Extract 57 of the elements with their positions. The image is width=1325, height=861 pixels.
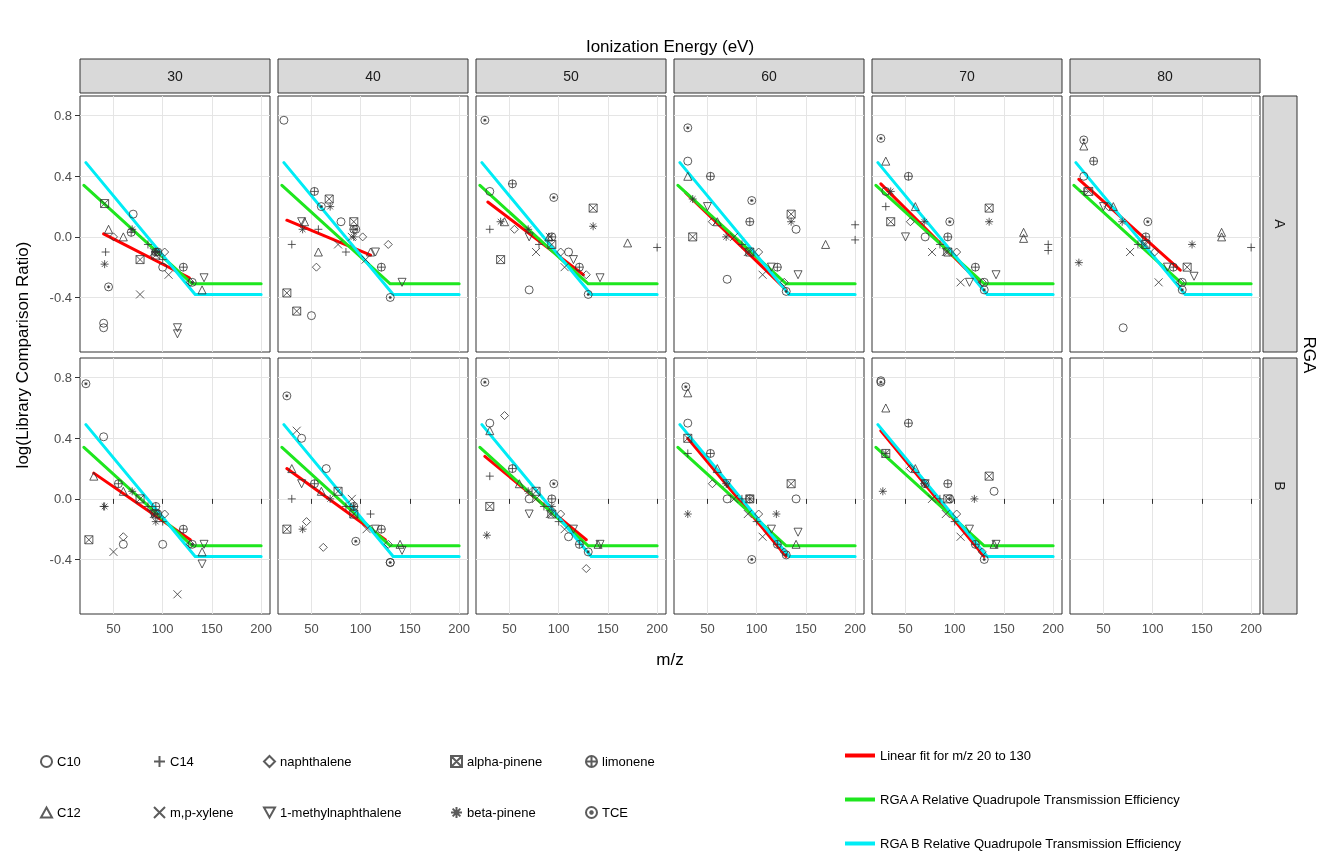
legend-label: m,p-xylene — [170, 805, 234, 820]
y-tick-label: 0.0 — [53, 491, 72, 507]
x-tick-label: 200 — [1240, 621, 1262, 636]
x-tick-label: 150 — [201, 621, 223, 636]
x-tick-label: 100 — [547, 621, 570, 636]
y-tick-label: 0.8 — [53, 108, 72, 124]
y-tick-label: 0.4 — [53, 430, 72, 446]
legend-label: C12 — [57, 805, 81, 820]
y-tick-label: -0.4 — [49, 551, 72, 567]
y-tick-label: 0.4 — [53, 168, 72, 184]
x-tick-label: 150 — [795, 621, 817, 636]
chart-title: 50 — [563, 68, 579, 84]
x-tick-label: 100 — [349, 621, 372, 636]
x-tick-label: 50 — [700, 621, 715, 636]
text: log(Library Comparison Ratio) — [12, 241, 32, 469]
x-tick-label: 50 — [502, 621, 517, 636]
x-tick-label: 50 — [106, 621, 121, 636]
x-tick-label: 100 — [1141, 621, 1164, 636]
legend-label: RGA B Relative Quadrupole Transmission Efficiency — [880, 836, 1182, 851]
legend-label: TCE — [602, 805, 629, 820]
legend-label: RGA A Relative Quadrupole Transmission Efficiency — [880, 792, 1181, 807]
x-tick-label: 200 — [844, 621, 866, 636]
y-tick-label: 0.8 — [53, 370, 72, 386]
legend-label: limonene — [602, 754, 655, 769]
x-tick-label: 200 — [1042, 621, 1064, 636]
x-tick-label: 150 — [1191, 621, 1213, 636]
legend-label: C10 — [57, 754, 81, 769]
legend-label: 1-methylnaphthalene — [280, 805, 402, 820]
text: A — [1272, 219, 1288, 230]
legend-label: alpha-pinene — [467, 754, 543, 769]
chart-title: 60 — [761, 68, 777, 84]
y-tick-label: -0.4 — [49, 289, 72, 305]
x-tick-label: 50 — [1096, 621, 1111, 636]
x-tick-label: 100 — [151, 621, 174, 636]
y-tick-label: 0.0 — [53, 229, 72, 245]
x-tick-label: 200 — [646, 621, 668, 636]
x-tick-label: 150 — [597, 621, 619, 636]
chart-title: 80 — [1157, 68, 1173, 84]
text: B — [1272, 481, 1288, 491]
x-tick-label: 150 — [993, 621, 1015, 636]
x-tick-label: 150 — [399, 621, 421, 636]
legend-label: naphthalene — [280, 754, 352, 769]
x-tick-label: 100 — [745, 621, 768, 636]
legend-label: beta-pinene — [467, 805, 536, 820]
text: m/z — [656, 649, 684, 669]
legend-label: C14 — [170, 754, 194, 769]
chart-title: 70 — [959, 68, 975, 84]
text: RGA — [1299, 336, 1319, 375]
text: Ionization Energy (eV) — [585, 36, 755, 56]
x-tick-label: 50 — [304, 621, 319, 636]
x-tick-label: 200 — [448, 621, 470, 636]
chart-title: 30 — [167, 68, 183, 84]
chart-title: 40 — [365, 68, 381, 84]
legend-label: Linear fit for m/z 20 to 130 — [880, 748, 1032, 763]
x-tick-label: 50 — [898, 621, 913, 636]
x-tick-label: 200 — [250, 621, 272, 636]
x-tick-label: 100 — [943, 621, 966, 636]
